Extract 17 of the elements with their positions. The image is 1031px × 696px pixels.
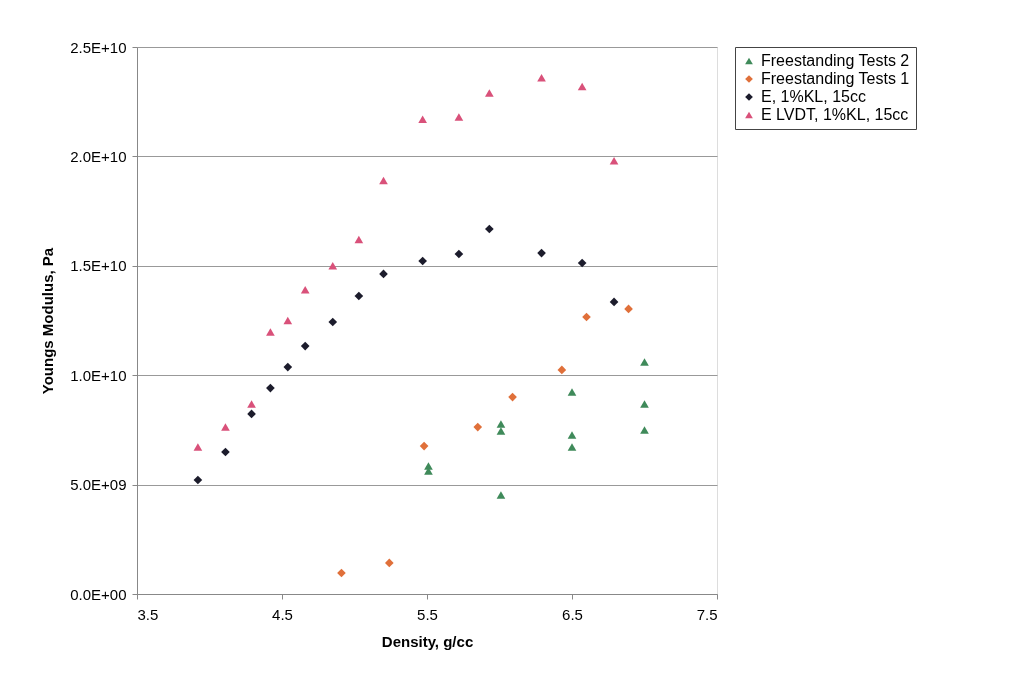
x-axis-title: Density, g/cc xyxy=(381,632,474,650)
legend-label: E LVDT, 1%KL, 15cc xyxy=(761,106,909,123)
y-tick-label: 2.5E+10 xyxy=(70,38,127,56)
y-tick-label: 2.0E+10 xyxy=(70,147,127,165)
x-tick-label: 6.5 xyxy=(562,605,583,623)
y-tick-label: 0.0E+00 xyxy=(70,585,127,603)
x-tick-label: 4.5 xyxy=(272,605,293,623)
x-tick-label: 7.5 xyxy=(696,605,718,623)
x-tick-label: 5.5 xyxy=(417,605,438,623)
y-tick-label: 1.0E+10 xyxy=(70,366,127,384)
legend-label: Freestanding Tests 2 xyxy=(761,52,910,69)
legend-label: E, 1%KL, 15cc xyxy=(761,88,866,105)
y-tick-label: 1.5E+10 xyxy=(70,257,127,275)
y-tick-label: 5.0E+09 xyxy=(70,476,127,494)
x-tick-label: 3.5 xyxy=(137,605,159,623)
y-axis-title: Youngs Modulus, Pa xyxy=(39,247,57,395)
legend-label: Freestanding Tests 1 xyxy=(761,70,910,87)
